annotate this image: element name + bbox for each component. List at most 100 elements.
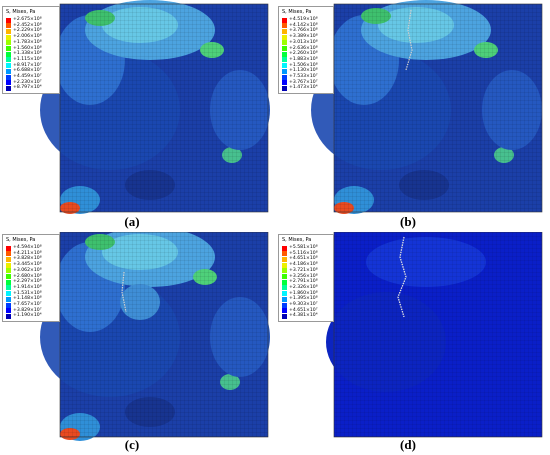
legend-title: S, Mises, Pa [6, 237, 36, 243]
legend-entry: +4.594×10⁸ [6, 245, 42, 251]
legend-swatch [6, 68, 11, 74]
figure-panel-d: S, Mises, Pa +5.581×10⁸ +5.116×10⁸ +4.651×… [276, 232, 548, 455]
legend-entry: +1.783×10⁸ [6, 40, 42, 46]
legend-swatch [282, 51, 287, 57]
legend-swatch [282, 57, 287, 63]
legend-entry: +1.473×10⁴ [282, 85, 318, 91]
legend-value: +1.190×10⁴ [13, 313, 42, 319]
legend-entry: +7.657×10⁷ [6, 302, 42, 308]
legend-entry: +3.721×10⁸ [282, 268, 318, 274]
legend-swatch [282, 308, 287, 314]
legend-swatch [282, 74, 287, 80]
legend-value: +1.338×10⁸ [13, 51, 42, 57]
legend-swatch [282, 68, 287, 74]
caption-c: (c) [124, 437, 140, 452]
legend-entry: +3.828×10⁸ [6, 256, 42, 262]
legend-swatch [282, 302, 287, 308]
legend-value: +1.560×10⁸ [13, 45, 42, 51]
legend-swatch [282, 251, 287, 257]
legend-swatch [6, 268, 11, 274]
legend-swatch [6, 74, 11, 80]
legend-entry: +2.791×10⁸ [282, 279, 318, 285]
legend-value: +1.130×10⁸ [289, 68, 318, 74]
legend-value: +4.381×10⁴ [289, 313, 318, 319]
legend-title: S, Mises, Pa [282, 9, 312, 15]
legend-value: +3.062×10⁸ [13, 267, 42, 273]
legend-swatch [282, 40, 287, 46]
caption-d: (d) [400, 437, 416, 452]
stress-contour-plot-c [40, 232, 270, 441]
figure-panel-b: S, Mises, Pa +4.519×10⁸ +4.142×10⁸ +3.766×… [276, 0, 548, 232]
legend-value: +2.297×10⁸ [13, 279, 42, 285]
legend-swatch [6, 40, 11, 46]
legend-value: +3.721×10⁸ [289, 267, 318, 273]
legend-swatch [282, 85, 287, 91]
legend-value: +3.829×10⁷ [13, 307, 42, 313]
legend-entry: +5.116×10⁸ [282, 251, 318, 257]
legend-entry: +1.395×10⁸ [282, 296, 318, 302]
legend-swatch [282, 80, 287, 86]
legend-swatch [6, 57, 11, 63]
legend-value: +1.506×10⁸ [289, 62, 318, 68]
legend-entry: +4.519×10⁸ [282, 17, 318, 23]
legend-swatch [6, 23, 11, 29]
legend-swatch [6, 291, 11, 297]
legend-entry: +7.533×10⁷ [282, 74, 318, 80]
legend-entry: +2.675×10⁸ [6, 17, 42, 23]
legend-entry: +8.917×10⁷ [6, 63, 42, 69]
legend-value: +1.148×10⁸ [13, 296, 42, 302]
legend-value: +4.651×10⁸ [289, 256, 318, 262]
stress-contour-plot-a [40, 0, 270, 214]
legend-value: +4.594×10⁸ [13, 245, 42, 250]
legend-entry: +3.389×10⁸ [282, 34, 318, 40]
legend-swatch [282, 17, 287, 23]
legend-entry: +4.211×10⁸ [6, 251, 42, 257]
legend-entry: +3.766×10⁸ [282, 28, 318, 34]
legend-swatch [6, 251, 11, 257]
legend-swatch [6, 28, 11, 34]
legend-swatch [6, 85, 11, 91]
legend-value: +9.303×10⁷ [289, 302, 318, 307]
legend-value: +2.452×10⁸ [13, 22, 42, 28]
legend-entry: +3.013×10⁸ [282, 40, 318, 46]
legend-entry: +3.767×10⁷ [282, 80, 318, 86]
legend-value: +1.395×10⁸ [289, 296, 318, 302]
legend-swatch [6, 285, 11, 291]
legend-entry: +4.651×10⁷ [282, 308, 318, 314]
legend-swatch [282, 268, 287, 274]
legend-entry: +1.860×10⁸ [282, 291, 318, 297]
legend-swatch [282, 313, 287, 319]
legend-swatch [6, 262, 11, 268]
legend-value: +2.260×10⁸ [289, 51, 318, 57]
legend-entry: +2.230×10⁷ [6, 80, 42, 86]
legend-entry: +2.636×10⁸ [282, 46, 318, 52]
legend-swatch [6, 17, 11, 23]
legend-value: +4.211×10⁸ [13, 250, 42, 256]
legend-value: +1.860×10⁸ [289, 290, 318, 296]
legend-swatch [6, 274, 11, 279]
legend-entry: +1.914×10⁸ [6, 285, 42, 291]
legend-entry: +2.326×10⁸ [282, 285, 318, 291]
legend-swatch [6, 308, 11, 314]
legend-value: +3.013×10⁸ [289, 39, 318, 45]
legend-swatch [282, 34, 287, 40]
color-legend: S, Mises, Pa +4.519×10⁸ +4.142×10⁸ +3.766×… [278, 6, 334, 94]
legend-value: +2.791×10⁸ [289, 279, 318, 285]
legend-entry: +2.229×10⁸ [6, 28, 42, 34]
legend-value: +1.115×10⁸ [13, 56, 42, 62]
legend-swatch [282, 291, 287, 297]
legend-value: +3.828×10⁸ [13, 256, 42, 262]
legend-entry: +1.338×10⁸ [6, 51, 42, 57]
legend-entry: +3.445×10⁸ [6, 262, 42, 268]
legend-entry: +1.531×10⁸ [6, 291, 42, 297]
legend-value: +2.636×10⁸ [289, 45, 318, 51]
legend-swatch [282, 28, 287, 34]
legend-entry: +1.115×10⁸ [6, 57, 42, 63]
legend-entry: +3.062×10⁸ [6, 268, 42, 274]
legend-entry: +4.186×10⁸ [282, 262, 318, 268]
legend-swatch [6, 313, 11, 319]
legend-value: +2.326×10⁸ [289, 284, 318, 290]
legend-title: S, Mises, Pa [6, 9, 36, 15]
legend-swatch [282, 46, 287, 51]
legend-entry: +1.130×10⁸ [282, 68, 318, 74]
